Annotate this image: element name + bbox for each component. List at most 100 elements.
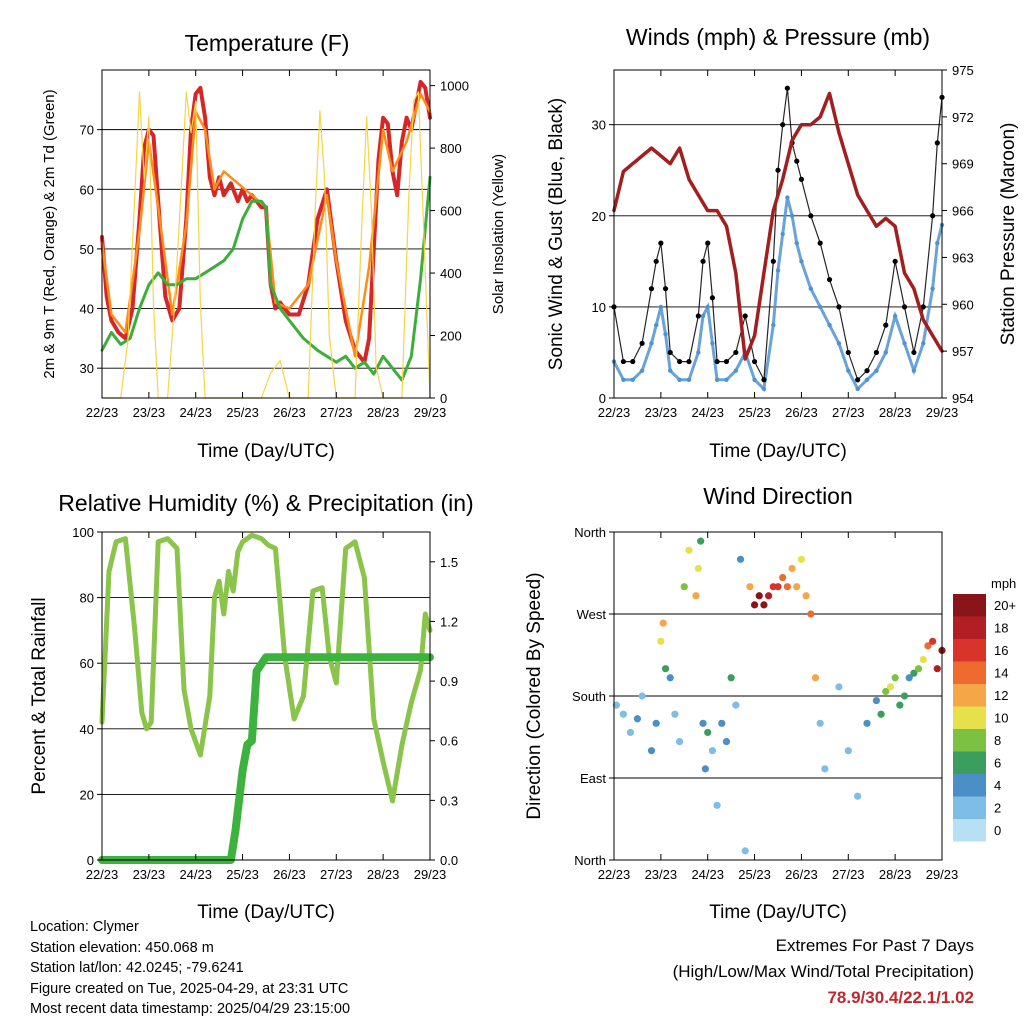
series-line: [613, 88, 943, 382]
legend-swatch: [953, 684, 986, 707]
x-tick-label: 23/23: [133, 867, 166, 882]
x-tick-label: 22/23: [598, 867, 631, 882]
winds-title: Winds (mph) & Pressure (mb): [626, 24, 930, 50]
direction-point: [872, 696, 881, 705]
y-tick-label: 60: [80, 182, 94, 197]
x-tick-label: 23/23: [645, 405, 678, 420]
direction-point: [746, 583, 754, 591]
y-tick-label: 100: [72, 525, 94, 540]
legend-label: 2: [994, 801, 1001, 816]
direction-point: [793, 583, 801, 591]
winds-x-label: Time (Day/UTC): [709, 441, 847, 462]
direction-point: [933, 665, 941, 673]
direction-point: [760, 601, 768, 609]
y-tick-label: 0: [599, 391, 606, 406]
direction-point: [900, 692, 909, 700]
y2-tick-label: 600: [440, 204, 462, 219]
x-tick-label: 28/23: [367, 867, 400, 882]
temperature-x-label: Time (Day/UTC): [197, 441, 335, 462]
y-tick-label: 20: [80, 787, 94, 802]
y2-tick-label: 954: [952, 391, 974, 406]
y2-tick-label: 800: [440, 141, 462, 156]
x-tick-label: 25/23: [738, 867, 771, 882]
direction-point: [699, 719, 707, 727]
x-tick-label: 27/23: [320, 867, 353, 882]
y-tick-label: 40: [80, 302, 94, 317]
x-tick-label: 22/23: [86, 867, 119, 882]
direction-point: [905, 674, 913, 682]
direction-point: [732, 701, 740, 709]
x-tick-label: 29/23: [926, 405, 959, 420]
direction-point: [924, 642, 932, 650]
latlon-text: Station lat/lon: 42.0245; -79.6241: [30, 960, 244, 976]
y-tick-label: 40: [80, 722, 94, 737]
direction-point: [779, 573, 787, 582]
direction-point: [816, 719, 824, 727]
y2-tick-label: 200: [440, 329, 462, 344]
x-tick-label: 24/23: [691, 867, 724, 882]
y2-tick-label: 960: [952, 297, 974, 312]
legend-label: 0: [994, 823, 1001, 838]
direction-point: [718, 719, 726, 727]
y2-tick-label: 1.5: [440, 555, 458, 570]
y-tick-label: 0: [87, 853, 94, 868]
extremes-title: Extremes For Past 7 Days: [775, 936, 974, 955]
direction-point: [863, 719, 871, 727]
y-tick-label: 50: [80, 242, 94, 257]
y-tick-label: 70: [80, 123, 94, 138]
series-line: [100, 79, 432, 365]
station-info: Location: Clymer Station elevation: 450.…: [30, 917, 350, 1020]
direction-point: [854, 792, 862, 800]
y2-tick-label: 1000: [440, 79, 469, 94]
direction-point: [929, 637, 937, 645]
direction-point: [919, 655, 927, 664]
x-tick-label: 28/23: [879, 867, 912, 882]
elevation-text: Station elevation: 450.068 m: [30, 939, 214, 956]
extremes-subtitle: (High/Low/Max Wind/Total Precipitation): [672, 962, 974, 981]
legend-label: 8: [994, 733, 1001, 748]
direction-point: [722, 737, 731, 746]
direction-point: [666, 674, 674, 682]
legend-swatch: [953, 706, 986, 729]
x-tick-label: 26/23: [785, 867, 818, 882]
direction-point: [882, 687, 890, 696]
extremes-info: Extremes For Past 7 Days (High/Low/Max W…: [673, 933, 974, 1011]
legend-label: 10: [994, 711, 1008, 726]
direction-panel: Wind Direction 22/23 23/23 24/23 25/23 26/23…: [524, 483, 1016, 923]
y2-tick-label: 0: [440, 391, 447, 406]
direction-point: [626, 728, 635, 737]
temperature-title: Temperature (F): [185, 30, 350, 56]
direction-point: [612, 701, 620, 709]
y-tick-label: 30: [80, 361, 94, 376]
x-tick-label: 22/23: [598, 405, 631, 420]
humidity-title: Relative Humidity (%) & Precipitation (i…: [58, 490, 473, 516]
legend-label: 4: [994, 778, 1001, 793]
legend-label: 18: [994, 621, 1008, 636]
direction-point: [774, 583, 782, 591]
direction-point: [652, 719, 660, 727]
direction-point: [661, 665, 670, 673]
direction-point: [727, 674, 735, 682]
legend-swatch: [953, 819, 986, 842]
y2-tick-label: 1.2: [440, 614, 458, 629]
y-tick-label: West: [577, 607, 607, 622]
direction-point: [891, 674, 899, 682]
y-tick-label: North: [574, 525, 606, 540]
direction-point: [807, 610, 815, 618]
y2-tick-label: 963: [952, 250, 974, 265]
x-tick-label: 29/23: [926, 867, 959, 882]
x-tick-label: 23/23: [133, 405, 166, 420]
y2-tick-label: 0.6: [440, 734, 458, 749]
direction-point: [659, 619, 667, 627]
y-tick-label: East: [580, 771, 606, 786]
series-line: [100, 92, 432, 358]
direction-point: [755, 592, 763, 600]
legend-label: 20+: [994, 598, 1016, 613]
x-tick-label: 29/23: [414, 405, 447, 420]
direction-point: [704, 728, 712, 737]
direction-title: Wind Direction: [703, 483, 853, 509]
legend-label: 6: [994, 756, 1001, 771]
x-tick-label: 25/23: [738, 405, 771, 420]
direction-point: [701, 765, 709, 773]
